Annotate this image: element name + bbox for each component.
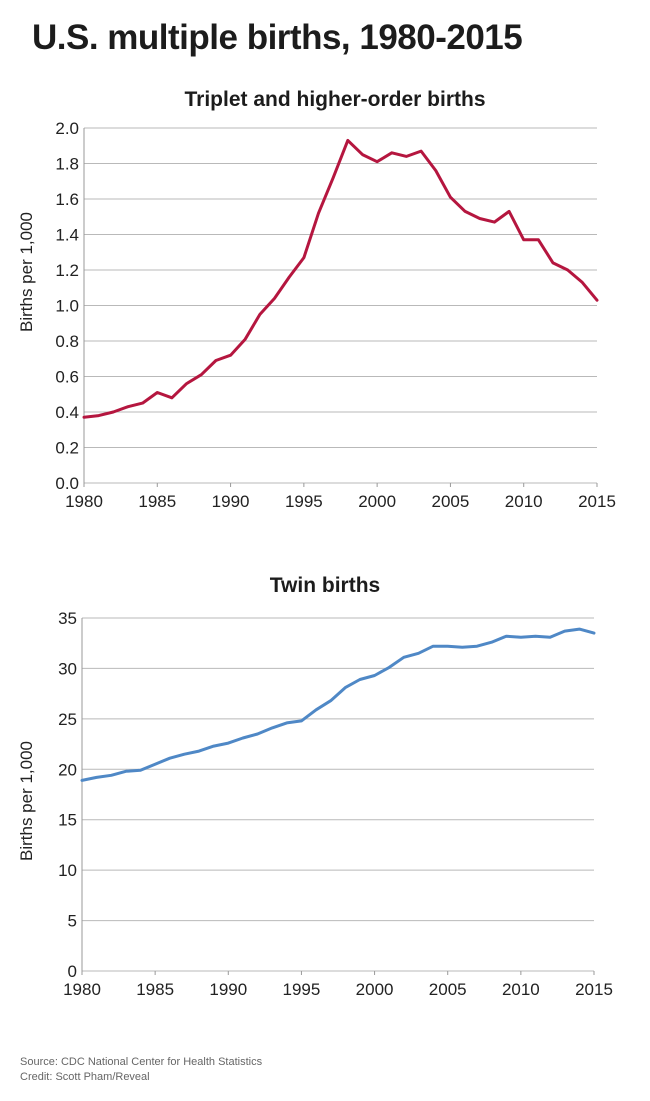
x-tick-label: 1995 bbox=[285, 492, 323, 511]
y-tick-label: 0.2 bbox=[55, 439, 79, 458]
y-tick-label: 0.0 bbox=[55, 474, 79, 493]
y-tick-label: 5 bbox=[68, 912, 77, 931]
triplet-chart: 0.0 0.2 0.4 0.6 0.8 1.0 1.2 1.4 1.6 1.8 2.0 1980 198… bbox=[17, 119, 616, 511]
series-line bbox=[82, 138, 599, 419]
x-tick-label: 2010 bbox=[505, 492, 543, 511]
x-tick-label: 1995 bbox=[283, 980, 321, 999]
chart-title-twins: Twin births bbox=[269, 574, 381, 597]
chart-title-triplets: Triplet and higher-order births bbox=[184, 88, 486, 111]
x-tick-label: 2000 bbox=[356, 980, 394, 999]
twin-chart: 0 5 10 15 20 25 30 35 1980 1985 1990 1995 2000 2005 20… bbox=[17, 609, 613, 999]
x-tick-label: 1985 bbox=[136, 980, 174, 999]
y-tick-label: 0.8 bbox=[55, 332, 79, 351]
x-tick-label: 1990 bbox=[212, 492, 250, 511]
y-tick-label: 1.4 bbox=[55, 226, 79, 245]
y-tick-label: 1.2 bbox=[55, 261, 79, 280]
source-note: Source: CDC National Center for Health S… bbox=[20, 1056, 263, 1068]
credit-note: Credit: Scott Pham/Reveal bbox=[20, 1071, 150, 1083]
y-tick-label: 20 bbox=[58, 760, 77, 779]
page-title: U.S. multiple births, 1980-2015 bbox=[32, 18, 523, 57]
y-tick-label: 15 bbox=[58, 811, 77, 830]
x-tick-label: 1980 bbox=[65, 492, 103, 511]
y-tick-label: 0 bbox=[68, 962, 77, 981]
x-tick-label: 2015 bbox=[578, 492, 616, 511]
y-tick-label: 1.6 bbox=[55, 190, 79, 209]
y-tick-label: 0.6 bbox=[55, 368, 79, 387]
x-tick-label: 1980 bbox=[63, 980, 101, 999]
y-tick-label: 2.0 bbox=[55, 119, 79, 138]
footer: Source: CDC National Center for Health S… bbox=[20, 1055, 262, 1085]
y-tick-label: 30 bbox=[58, 659, 77, 678]
y-tick-label: 1.0 bbox=[55, 297, 79, 316]
y-axis-label: Births per 1,000 bbox=[17, 741, 36, 861]
y-tick-label: 35 bbox=[58, 609, 77, 628]
y-tick-label: 25 bbox=[58, 710, 77, 729]
y-tick-label: 1.8 bbox=[55, 155, 79, 174]
x-tick-label: 1990 bbox=[209, 980, 247, 999]
x-tick-label: 2010 bbox=[502, 980, 540, 999]
y-axis-label: Births per 1,000 bbox=[17, 212, 36, 332]
x-tick-label: 2005 bbox=[432, 492, 470, 511]
x-tick-label: 2000 bbox=[358, 492, 396, 511]
x-tick-label: 2015 bbox=[575, 980, 613, 999]
x-tick-label: 2005 bbox=[429, 980, 467, 999]
series-line bbox=[80, 627, 596, 782]
y-tick-label: 10 bbox=[58, 861, 77, 880]
y-tick-label: 0.4 bbox=[55, 403, 79, 422]
x-tick-label: 1985 bbox=[138, 492, 176, 511]
